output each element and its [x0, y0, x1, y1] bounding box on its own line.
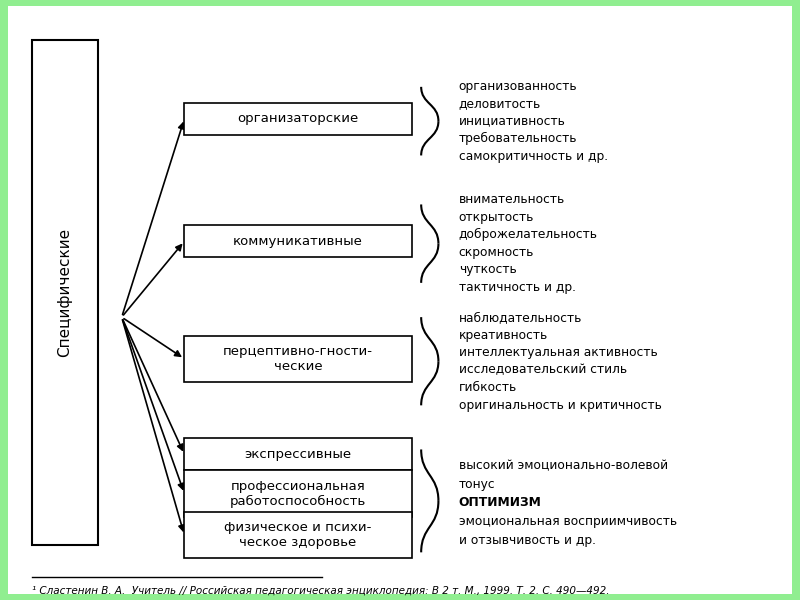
Text: организованность
деловитость
инициативность
требовательность
самокритичность и д: организованность деловитость инициативно…: [459, 80, 608, 163]
Text: ОПТИМИЗМ: ОПТИМИЗМ: [459, 496, 542, 509]
FancyBboxPatch shape: [184, 439, 412, 470]
Text: физическое и психи-
ческое здоровье: физическое и психи- ческое здоровье: [224, 521, 372, 549]
FancyBboxPatch shape: [184, 225, 412, 257]
Text: эмоциональная восприимчивость: эмоциональная восприимчивость: [459, 515, 677, 528]
Text: внимательность
открытость
доброжелательность
скромность
чуткость
тактичность и д: внимательность открытость доброжелательн…: [459, 193, 598, 294]
FancyBboxPatch shape: [184, 512, 412, 559]
Text: коммуникативные: коммуникативные: [233, 235, 363, 248]
Text: высокий эмоционально-волевой: высокий эмоционально-волевой: [459, 459, 668, 472]
Text: наблюдательность
креативность
интеллектуальная активность
исследовательский стил: наблюдательность креативность интеллекту…: [459, 311, 662, 412]
Text: ¹ Сластенин В. А.  Учитель // Российская педагогическая энциклопедия: В 2 т. М.,: ¹ Сластенин В. А. Учитель // Российская …: [31, 586, 609, 596]
FancyBboxPatch shape: [31, 40, 98, 545]
FancyBboxPatch shape: [184, 335, 412, 382]
Text: организаторские: организаторские: [238, 112, 358, 125]
Text: Специфические: Специфические: [58, 228, 72, 357]
Text: перцептивно-гности-
ческие: перцептивно-гности- ческие: [223, 345, 373, 373]
Text: тонус: тонус: [459, 478, 495, 491]
FancyBboxPatch shape: [184, 470, 412, 517]
Text: профессиональная
работоспособность: профессиональная работоспособность: [230, 479, 366, 508]
Text: экспрессивные: экспрессивные: [245, 448, 352, 461]
Text: и отзывчивость и др.: и отзывчивость и др.: [459, 534, 596, 547]
FancyBboxPatch shape: [184, 103, 412, 134]
